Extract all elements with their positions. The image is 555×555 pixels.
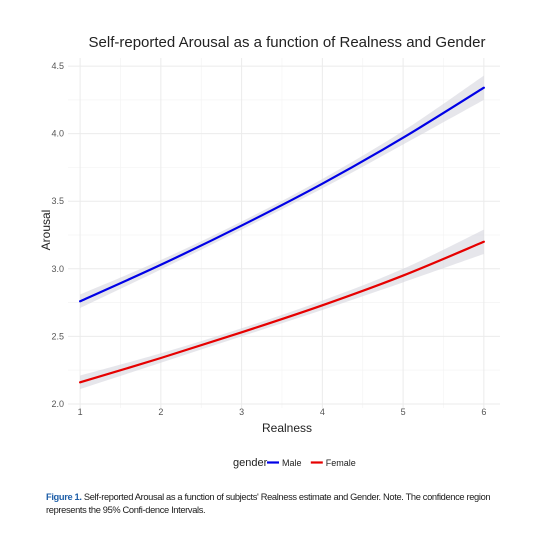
x-tick-label: 2 xyxy=(158,407,163,417)
confidence-band-male xyxy=(80,75,484,308)
chart-title: Self-reported Arousal as a function of R… xyxy=(89,34,486,51)
series-line-male xyxy=(79,86,485,303)
y-tick-label: 3.0 xyxy=(51,264,64,274)
y-axis-title: Arousal xyxy=(39,210,53,251)
caption-text: Self-reported Arousal as a function of s… xyxy=(46,492,491,515)
y-tick-label: 3.5 xyxy=(51,196,64,206)
confidence-band-female xyxy=(80,229,484,390)
x-axis-ticks: 1 2 3 4 5 6 xyxy=(78,407,487,417)
caption-label: Figure 1. xyxy=(46,492,82,502)
y-tick-label: 4.0 xyxy=(51,129,64,139)
x-tick-label: 1 xyxy=(78,407,83,417)
y-axis-ticks: 2.0 2.5 3.0 3.5 4.0 4.5 xyxy=(51,61,64,409)
x-tick-label: 6 xyxy=(481,407,486,417)
x-tick-label: 5 xyxy=(401,407,406,417)
confidence-bands xyxy=(80,75,484,390)
legend: gender Male Female xyxy=(233,457,356,469)
grid xyxy=(68,58,500,408)
series-line-female xyxy=(79,240,485,384)
y-tick-label: 2.0 xyxy=(51,399,64,409)
x-tick-label: 4 xyxy=(320,407,325,417)
y-tick-label: 2.5 xyxy=(51,331,64,341)
x-tick-label: 3 xyxy=(239,407,244,417)
legend-label-male: Male xyxy=(282,458,302,468)
figure-caption: Figure 1. Self-reported Arousal as a fun… xyxy=(46,491,521,517)
y-tick-label: 4.5 xyxy=(51,61,64,71)
series-lines xyxy=(79,86,485,384)
legend-title: gender xyxy=(233,457,268,469)
legend-label-female: Female xyxy=(326,458,356,468)
x-axis-title: Realness xyxy=(262,421,312,435)
